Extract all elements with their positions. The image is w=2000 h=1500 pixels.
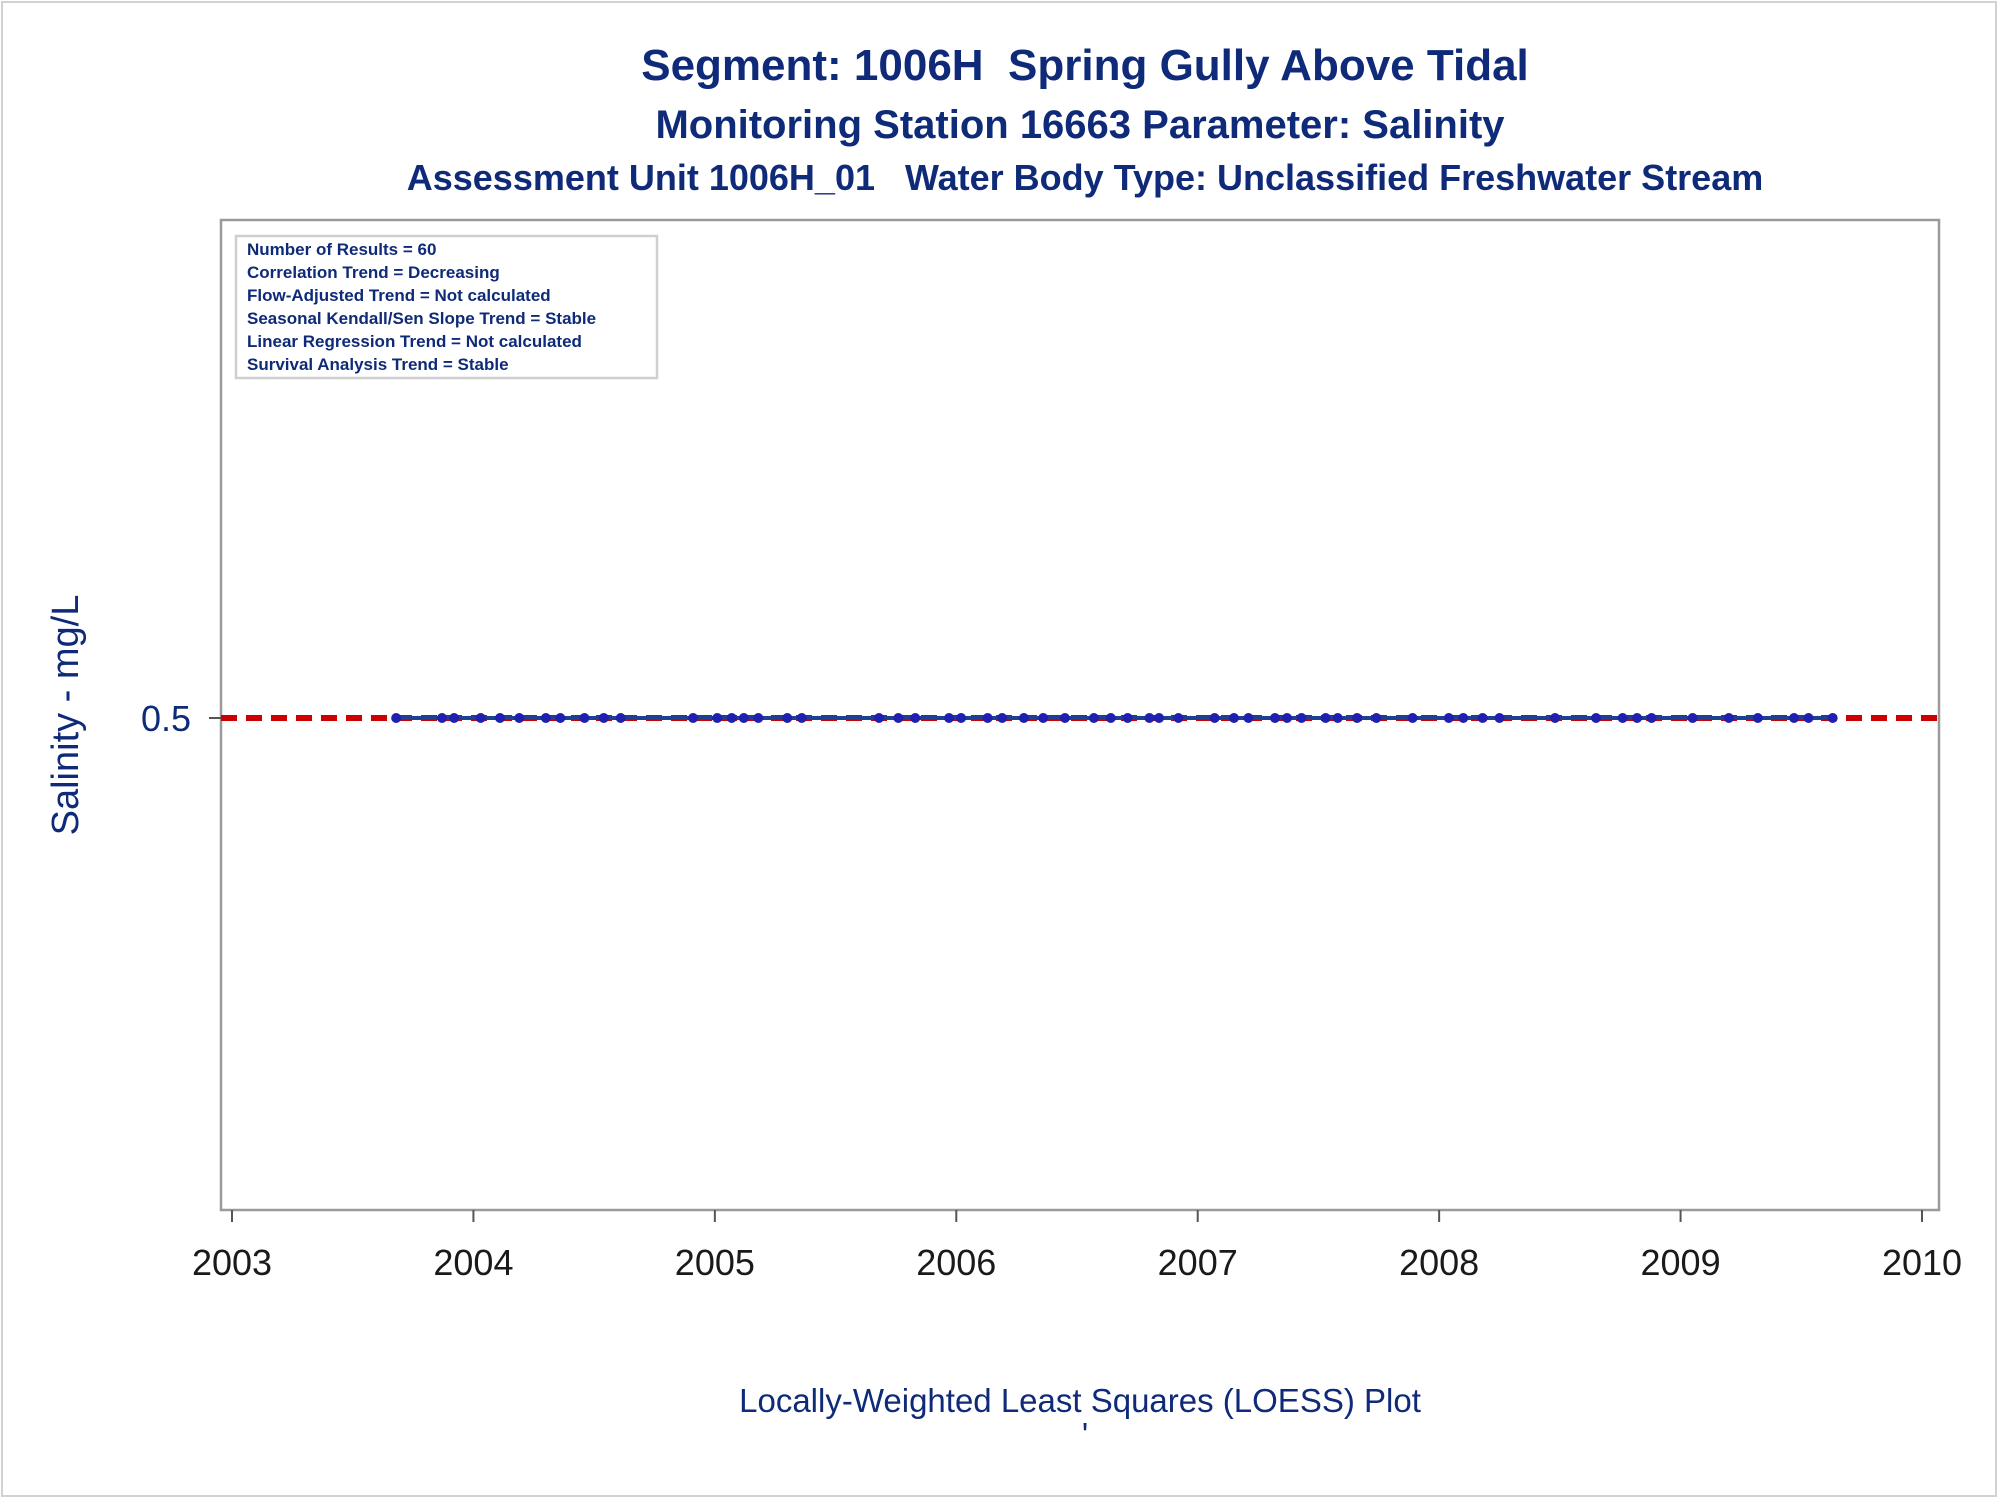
data-point — [449, 713, 460, 723]
data-point — [1371, 713, 1382, 723]
data-point — [1243, 713, 1254, 723]
x-tick-label: 2005 — [675, 1242, 755, 1283]
data-point — [1352, 713, 1363, 723]
data-point — [555, 713, 566, 723]
inset-note: Seasonal Kendall/Sen Slope Trend = Stabl… — [247, 309, 596, 328]
data-point — [982, 713, 993, 723]
data-point — [910, 713, 921, 723]
inset-notes: Number of Results = 60 Correlation Trend … — [247, 240, 596, 374]
data-point — [893, 713, 904, 723]
data-point — [1088, 713, 1099, 723]
data-point — [540, 713, 551, 723]
data-point — [1617, 713, 1628, 723]
data-point — [1144, 713, 1155, 723]
data-point — [726, 713, 737, 723]
data-points — [391, 713, 1838, 723]
inset-note: Survival Analysis Trend = Stable — [247, 355, 509, 374]
inset-note: Correlation Trend = Decreasing — [247, 263, 500, 282]
data-point — [1282, 713, 1293, 723]
data-point — [1803, 713, 1814, 723]
footnote: Locally-Weighted Least Squares (LOESS) P… — [739, 1382, 1421, 1419]
data-point — [874, 713, 885, 723]
x-tick-label: 2010 — [1882, 1242, 1962, 1283]
data-point — [1443, 713, 1454, 723]
data-point — [1228, 713, 1239, 723]
data-point — [712, 713, 723, 723]
data-point — [944, 713, 955, 723]
data-point — [688, 713, 699, 723]
footnote-mark: ' — [1082, 1416, 1088, 1453]
x-tick-label: 2007 — [1158, 1242, 1238, 1283]
x-tick-label: 2008 — [1399, 1242, 1479, 1283]
data-point — [1752, 713, 1763, 723]
data-point — [738, 713, 749, 723]
data-point — [1494, 713, 1505, 723]
data-point — [391, 713, 402, 723]
data-point — [1477, 713, 1488, 723]
data-point — [1332, 713, 1343, 723]
data-point — [1723, 713, 1734, 723]
inset-note: Flow-Adjusted Trend = Not calculated — [247, 286, 551, 305]
data-point — [1105, 713, 1116, 723]
data-point — [1550, 713, 1561, 723]
data-point — [997, 713, 1008, 723]
data-point — [1789, 713, 1800, 723]
data-point — [1122, 713, 1133, 723]
data-point — [1407, 713, 1418, 723]
data-point — [1059, 713, 1070, 723]
x-tick-label: 2006 — [916, 1242, 996, 1283]
data-point — [1591, 713, 1602, 723]
data-point — [753, 713, 764, 723]
data-point — [514, 713, 525, 723]
data-point — [1038, 713, 1049, 723]
data-point — [475, 713, 486, 723]
inset-note: Number of Results = 60 — [247, 240, 436, 259]
y-tick-label: 0.5 — [141, 698, 191, 739]
chart-title: Segment: 1006H Spring Gully Above Tidal — [641, 41, 1529, 90]
x-tick-label: 2003 — [192, 1242, 272, 1283]
data-point — [1154, 713, 1165, 723]
x-axis-ticks: 2003 2004 2005 2006 2007 2008 2009 2010 — [192, 1210, 1962, 1283]
data-point — [1173, 713, 1184, 723]
data-point — [1018, 713, 1029, 723]
data-point — [494, 713, 505, 723]
data-point — [1269, 713, 1280, 723]
x-tick-label: 2004 — [433, 1242, 513, 1283]
data-point — [1296, 713, 1307, 723]
chart-subtitle: Monitoring Station 16663 Parameter: Sali… — [655, 103, 1505, 147]
data-point — [1209, 713, 1220, 723]
data-point — [796, 713, 807, 723]
data-point — [1632, 713, 1643, 723]
data-point — [437, 713, 448, 723]
data-point — [579, 713, 590, 723]
y-axis-label: Salinity - mg/L — [45, 595, 87, 836]
data-point — [782, 713, 793, 723]
data-point — [1320, 713, 1331, 723]
data-point — [1687, 713, 1698, 723]
chart-subtitle-2: Assessment Unit 1006H_01 Water Body Type… — [407, 157, 1764, 198]
inset-box — [234, 234, 659, 380]
data-point — [615, 713, 626, 723]
data-point — [598, 713, 609, 723]
x-tick-label: 2009 — [1641, 1242, 1721, 1283]
data-point — [1458, 713, 1469, 723]
data-point — [1827, 713, 1838, 723]
data-point — [956, 713, 967, 723]
data-point — [1646, 713, 1657, 723]
inset-note: Linear Regression Trend = Not calculated — [247, 332, 582, 351]
